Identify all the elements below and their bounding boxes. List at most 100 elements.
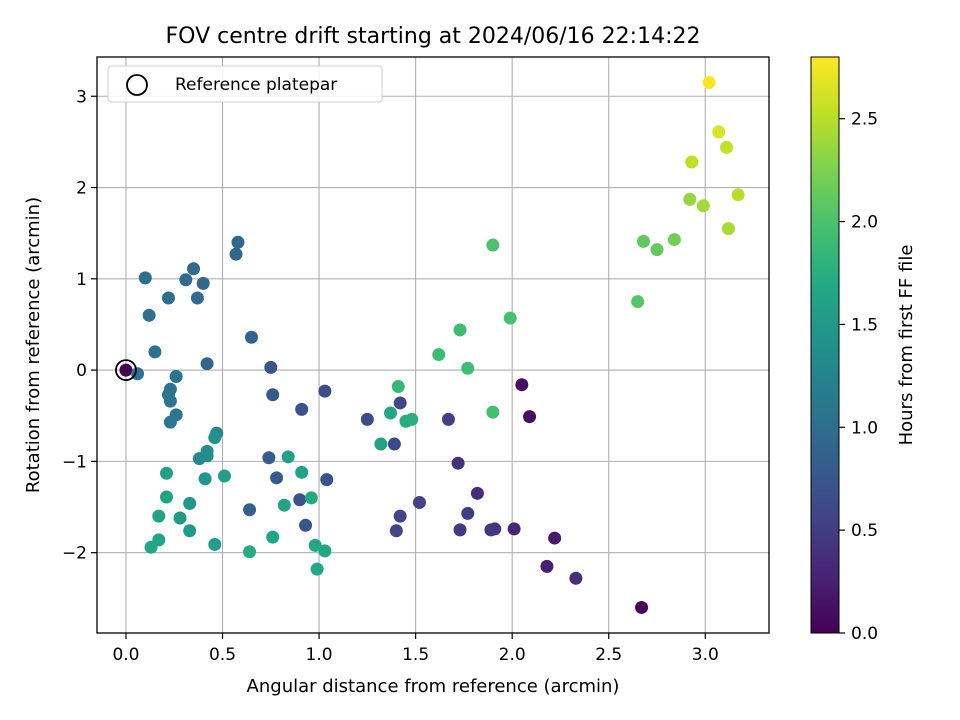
- colorbar-tick-label: 1.5: [851, 315, 878, 335]
- data-point: [310, 562, 324, 576]
- data-point: [523, 410, 537, 424]
- y-tick-label: 3: [76, 87, 87, 107]
- data-point: [432, 348, 446, 362]
- data-point: [152, 509, 166, 523]
- x-tick-label: 2.0: [499, 645, 526, 665]
- data-point: [266, 388, 280, 402]
- x-tick-label: 0.0: [112, 645, 139, 665]
- data-point: [412, 495, 426, 509]
- data-point: [685, 155, 699, 169]
- y-tick-label: 0: [76, 361, 87, 381]
- y-axis-ticks: −2 −1 0 1 2 3: [62, 87, 97, 564]
- data-point: [451, 456, 465, 470]
- data-point: [731, 188, 745, 202]
- x-tick-label: 3.0: [692, 645, 719, 665]
- data-point: [540, 559, 554, 573]
- data-point: [270, 471, 284, 485]
- data-point: [441, 412, 455, 426]
- plot-frame: [96, 56, 770, 634]
- data-point: [160, 466, 174, 480]
- data-point: [360, 412, 374, 426]
- data-point: [119, 363, 133, 377]
- x-tick-label: 1.5: [402, 645, 429, 665]
- data-point: [160, 490, 174, 504]
- data-point: [183, 524, 197, 538]
- data-point: [486, 238, 500, 252]
- data-point: [470, 486, 484, 500]
- colorbar-tick-label: 2.0: [851, 213, 878, 233]
- data-point: [281, 450, 295, 464]
- data-point: [308, 538, 322, 552]
- data-point: [161, 291, 175, 305]
- data-point: [569, 571, 583, 585]
- data-point: [461, 361, 475, 375]
- data-point: [208, 537, 222, 551]
- data-point: [299, 518, 313, 532]
- x-tick-label: 2.5: [595, 645, 622, 665]
- y-tick-label: 2: [76, 179, 87, 199]
- data-point: [229, 247, 243, 261]
- data-point: [405, 412, 419, 426]
- data-point: [295, 465, 309, 479]
- data-point: [183, 496, 197, 510]
- data-point: [389, 524, 403, 538]
- y-tick-label: 1: [76, 270, 87, 290]
- data-point: [453, 323, 467, 337]
- data-point: [374, 437, 388, 451]
- data-point: [144, 540, 158, 554]
- data-point: [631, 295, 645, 309]
- data-point: [650, 243, 664, 257]
- legend-box: [107, 65, 383, 103]
- data-point: [318, 384, 332, 398]
- colorbar-tick-label: 0.0: [851, 624, 878, 644]
- data-points: [119, 76, 745, 614]
- data-point: [393, 396, 407, 410]
- data-point: [635, 600, 649, 614]
- colorbar-tick-label: 1.0: [851, 418, 878, 438]
- y-tick-label: −2: [62, 544, 87, 564]
- data-point: [190, 291, 204, 305]
- data-point: [217, 469, 231, 483]
- data-point: [264, 360, 278, 374]
- colorbar-tick-label: 2.5: [851, 110, 878, 130]
- data-point: [702, 76, 716, 90]
- colorbar: [810, 56, 840, 634]
- data-point: [243, 545, 257, 559]
- data-point: [138, 271, 152, 285]
- chart-title: FOV centre drift starting at 2024/06/16 …: [166, 24, 701, 49]
- x-axis-label: Angular distance from reference (arcmin): [247, 676, 620, 697]
- data-point: [320, 473, 334, 487]
- data-point: [391, 380, 405, 394]
- data-point: [503, 311, 517, 325]
- data-point: [548, 531, 562, 545]
- data-point: [196, 276, 210, 290]
- data-point: [683, 192, 697, 206]
- reference-marker: [115, 359, 137, 382]
- data-point: [142, 308, 156, 322]
- data-point: [266, 530, 280, 544]
- data-point: [295, 402, 309, 416]
- legend: Reference platepar: [107, 65, 383, 103]
- data-point: [461, 506, 475, 520]
- data-point: [304, 491, 318, 505]
- data-point: [720, 140, 734, 154]
- data-point: [231, 235, 245, 249]
- data-point: [318, 544, 332, 558]
- data-point: [163, 394, 177, 408]
- y-tick-label: −1: [62, 452, 87, 472]
- reference-platepar-marker: [115, 359, 137, 382]
- y-axis-label: Rotation from reference (arcmin): [23, 197, 44, 493]
- colorbar-tick-label: 0.5: [851, 521, 878, 541]
- data-point: [200, 357, 214, 371]
- data-point: [198, 472, 212, 486]
- data-point: [262, 451, 276, 465]
- data-point: [507, 522, 521, 536]
- data-point: [696, 199, 710, 213]
- data-point: [387, 437, 401, 451]
- legend-marker-icon: [126, 74, 148, 96]
- data-point: [393, 509, 407, 523]
- data-point: [667, 233, 681, 247]
- data-point: [721, 222, 735, 236]
